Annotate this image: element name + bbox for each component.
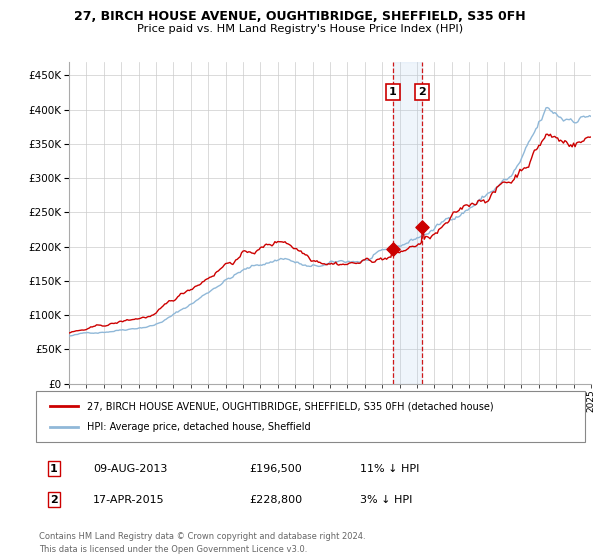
Text: 17-APR-2015: 17-APR-2015 [93, 494, 164, 505]
Text: £228,800: £228,800 [249, 494, 302, 505]
Text: Price paid vs. HM Land Registry's House Price Index (HPI): Price paid vs. HM Land Registry's House … [137, 24, 463, 34]
Text: 1: 1 [50, 464, 58, 474]
Text: 27, BIRCH HOUSE AVENUE, OUGHTIBRIDGE, SHEFFIELD, S35 0FH (detached house): 27, BIRCH HOUSE AVENUE, OUGHTIBRIDGE, SH… [87, 401, 494, 411]
Text: 3% ↓ HPI: 3% ↓ HPI [360, 494, 412, 505]
Text: 1: 1 [389, 87, 397, 97]
Text: £196,500: £196,500 [249, 464, 302, 474]
Text: Contains HM Land Registry data © Crown copyright and database right 2024.: Contains HM Land Registry data © Crown c… [39, 532, 365, 541]
Text: 2: 2 [418, 87, 426, 97]
Text: This data is licensed under the Open Government Licence v3.0.: This data is licensed under the Open Gov… [39, 545, 307, 554]
Text: 11% ↓ HPI: 11% ↓ HPI [360, 464, 419, 474]
Point [418, 222, 427, 231]
Point [388, 245, 397, 254]
Bar [392, 62, 422, 384]
Text: 09-AUG-2013: 09-AUG-2013 [93, 464, 167, 474]
Text: 27, BIRCH HOUSE AVENUE, OUGHTIBRIDGE, SHEFFIELD, S35 0FH: 27, BIRCH HOUSE AVENUE, OUGHTIBRIDGE, SH… [74, 10, 526, 23]
Text: HPI: Average price, detached house, Sheffield: HPI: Average price, detached house, Shef… [87, 422, 311, 432]
Text: 2: 2 [50, 494, 58, 505]
